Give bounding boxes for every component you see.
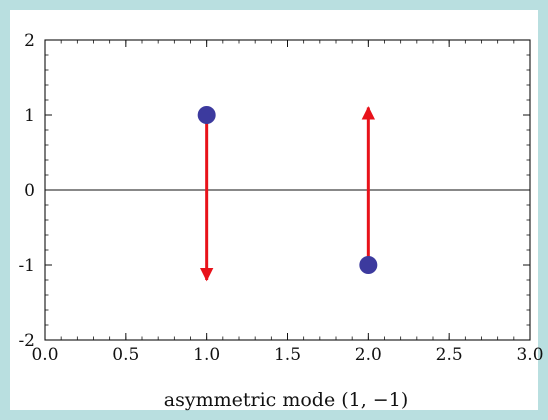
x-tick-label: 1.5 [274,345,301,365]
x-tick-label: 0.0 [31,345,58,365]
y-tick-label: 2 [24,31,35,51]
x-tick-label: 2.0 [355,345,382,365]
y-tick-label: -2 [18,331,35,351]
y-tick-label: 0 [24,181,35,201]
y-tick-label: -1 [18,256,35,276]
x-tick-label: 0.5 [112,345,139,365]
x-tick-label: 3.0 [516,345,543,365]
data-point [197,106,216,124]
plot-layer: 0.0 0.5 1.0 1.5 2.0 2.5 3.0 2 1 0 -1 -2 [18,31,543,365]
chart-panel [10,10,538,410]
x-tick-label: 2.5 [436,345,463,365]
data-point [359,256,378,274]
x-tick-label: 1.0 [193,345,220,365]
x-axis-label: asymmetric mode (1, −1) [164,389,408,411]
y-tick-label: 1 [24,106,35,126]
